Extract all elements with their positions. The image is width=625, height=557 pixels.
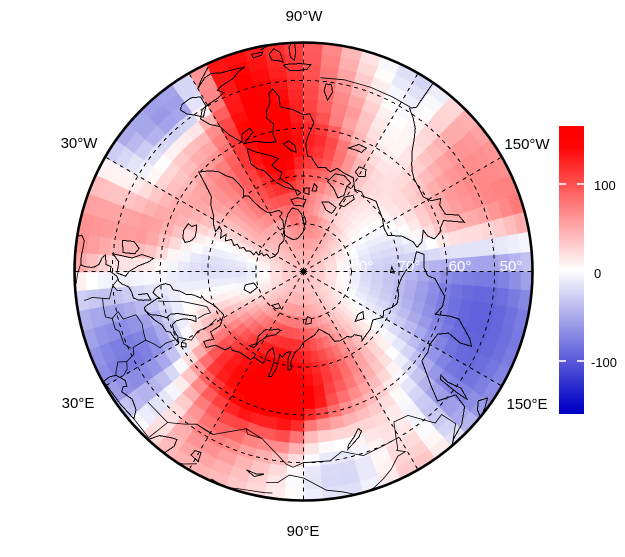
svg-text:70°: 70°: [398, 258, 421, 275]
svg-text:80°: 80°: [351, 258, 374, 275]
svg-text:90°E: 90°E: [287, 523, 320, 540]
svg-text:0: 0: [594, 266, 601, 281]
svg-text:50°: 50°: [500, 258, 523, 275]
svg-text:150°W: 150°W: [504, 136, 550, 153]
svg-text:60°: 60°: [449, 258, 472, 275]
svg-text:30°E: 30°E: [62, 395, 95, 412]
svg-text:-100: -100: [591, 355, 617, 370]
svg-text:100: 100: [594, 178, 616, 193]
svg-text:90°W: 90°W: [286, 8, 324, 25]
svg-text:150°E: 150°E: [506, 396, 547, 413]
svg-text:30°W: 30°W: [61, 135, 99, 152]
